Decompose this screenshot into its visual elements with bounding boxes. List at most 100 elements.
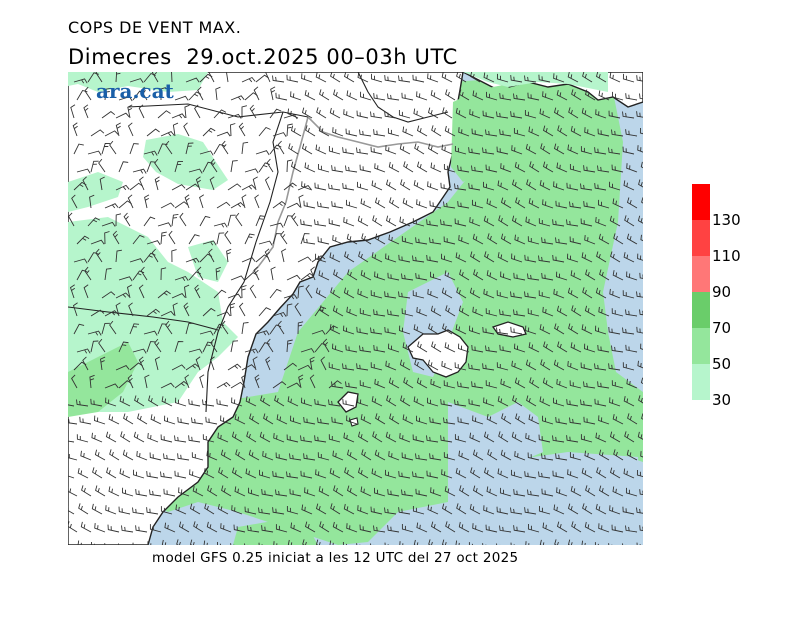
wind-barb (552, 470, 565, 479)
wind-barb (401, 452, 414, 461)
wind-barb (357, 215, 369, 227)
wind-barb (178, 521, 190, 533)
wind-barb (412, 506, 425, 515)
wind-barb (371, 396, 383, 407)
wind-barb (581, 107, 593, 119)
wind-barb (483, 181, 495, 191)
wind-barb (416, 522, 428, 533)
wind-barb (165, 320, 173, 335)
wind-barb (98, 158, 106, 173)
wind-barb (510, 291, 523, 299)
wind-barb (90, 541, 95, 545)
wind-barb (305, 125, 316, 137)
wind-barb (72, 302, 78, 317)
wind-barb (402, 126, 414, 137)
border-interior-3 (68, 306, 219, 331)
wind-barb (636, 542, 641, 545)
wind-barb (471, 165, 484, 173)
wind-barb (486, 198, 498, 209)
wind-barb (371, 73, 383, 83)
wind-barb (286, 123, 293, 137)
wind-barb (84, 86, 92, 101)
wind-barb (457, 165, 470, 173)
wind-barb (137, 413, 148, 425)
wind-barb (402, 197, 414, 209)
wind-barb (375, 413, 386, 425)
wind-barb (300, 348, 315, 354)
date-label: 29.oct.2025 (186, 45, 320, 69)
wind-barb (539, 324, 551, 335)
wind-barb (109, 140, 117, 155)
wind-barb (309, 356, 315, 371)
wind-barb (384, 469, 397, 479)
wind-barb (331, 381, 344, 389)
wind-barb (525, 541, 530, 545)
wind-barb (291, 212, 299, 227)
wind-barb (215, 266, 221, 281)
wind-barb (359, 345, 372, 353)
wind-barb (254, 374, 260, 389)
wind-barb (430, 90, 442, 101)
wind-barb (265, 356, 271, 371)
wind-barb (443, 164, 456, 173)
wind-barb (115, 213, 122, 227)
wind-barb (202, 127, 216, 137)
wind-barb (613, 233, 624, 245)
wind-barb (416, 91, 428, 101)
wind-barb (445, 89, 456, 101)
wind-barb (513, 93, 526, 101)
wind-barb (318, 486, 330, 497)
wind-barb (68, 475, 75, 479)
wind-barb (399, 325, 411, 335)
wind-barb (185, 142, 194, 155)
wind-barb (512, 395, 523, 407)
wind-barb (280, 230, 288, 245)
wind-barb (132, 542, 137, 545)
wind-barb (636, 75, 643, 82)
wind-barb (297, 256, 312, 263)
wind-barb (524, 471, 537, 479)
wind-barb (68, 542, 69, 545)
wind-barb (389, 197, 400, 209)
wind-barb (500, 233, 512, 245)
wind-barb (344, 467, 355, 479)
wind-barb (188, 234, 200, 245)
wind-barb (497, 396, 509, 407)
wind-barb (360, 91, 372, 101)
wind-barb (612, 414, 624, 425)
wind-barb (80, 450, 92, 461)
wind-barb (87, 150, 102, 156)
time-label: 00–03h UTC (326, 45, 458, 69)
wind-barb (343, 109, 355, 119)
wind-barb (235, 212, 243, 227)
wind-barb (553, 143, 565, 155)
wind-barb (511, 360, 523, 371)
wind-barb (95, 248, 103, 263)
wind-barb (115, 292, 130, 299)
wind-barb (598, 415, 610, 425)
wind-barb (566, 435, 579, 443)
wind-barb (496, 290, 509, 299)
wind-barb (297, 185, 312, 191)
wind-barb (525, 325, 537, 335)
wind-barb (510, 507, 523, 515)
wind-barb (595, 109, 607, 119)
wind-barb (118, 96, 133, 102)
wind-barb (194, 104, 201, 119)
wind-barb (359, 308, 372, 317)
wind-barb (417, 341, 428, 353)
wind-barb (626, 163, 638, 173)
wind-barb (443, 417, 456, 425)
wind-barb (441, 287, 453, 299)
wind-barb (146, 161, 156, 173)
wind-barb (171, 213, 179, 227)
wind-barb (346, 233, 358, 245)
wind-barb (342, 363, 355, 371)
wind-barb (345, 128, 358, 137)
day-label: Dimecres (68, 45, 172, 69)
wind-barb (71, 194, 78, 209)
wind-barb (371, 468, 383, 479)
wind-barb (426, 254, 439, 263)
wind-barb (582, 287, 593, 299)
wind-barb (174, 470, 187, 479)
